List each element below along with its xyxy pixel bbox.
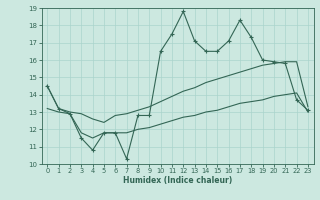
X-axis label: Humidex (Indice chaleur): Humidex (Indice chaleur) [123, 176, 232, 185]
